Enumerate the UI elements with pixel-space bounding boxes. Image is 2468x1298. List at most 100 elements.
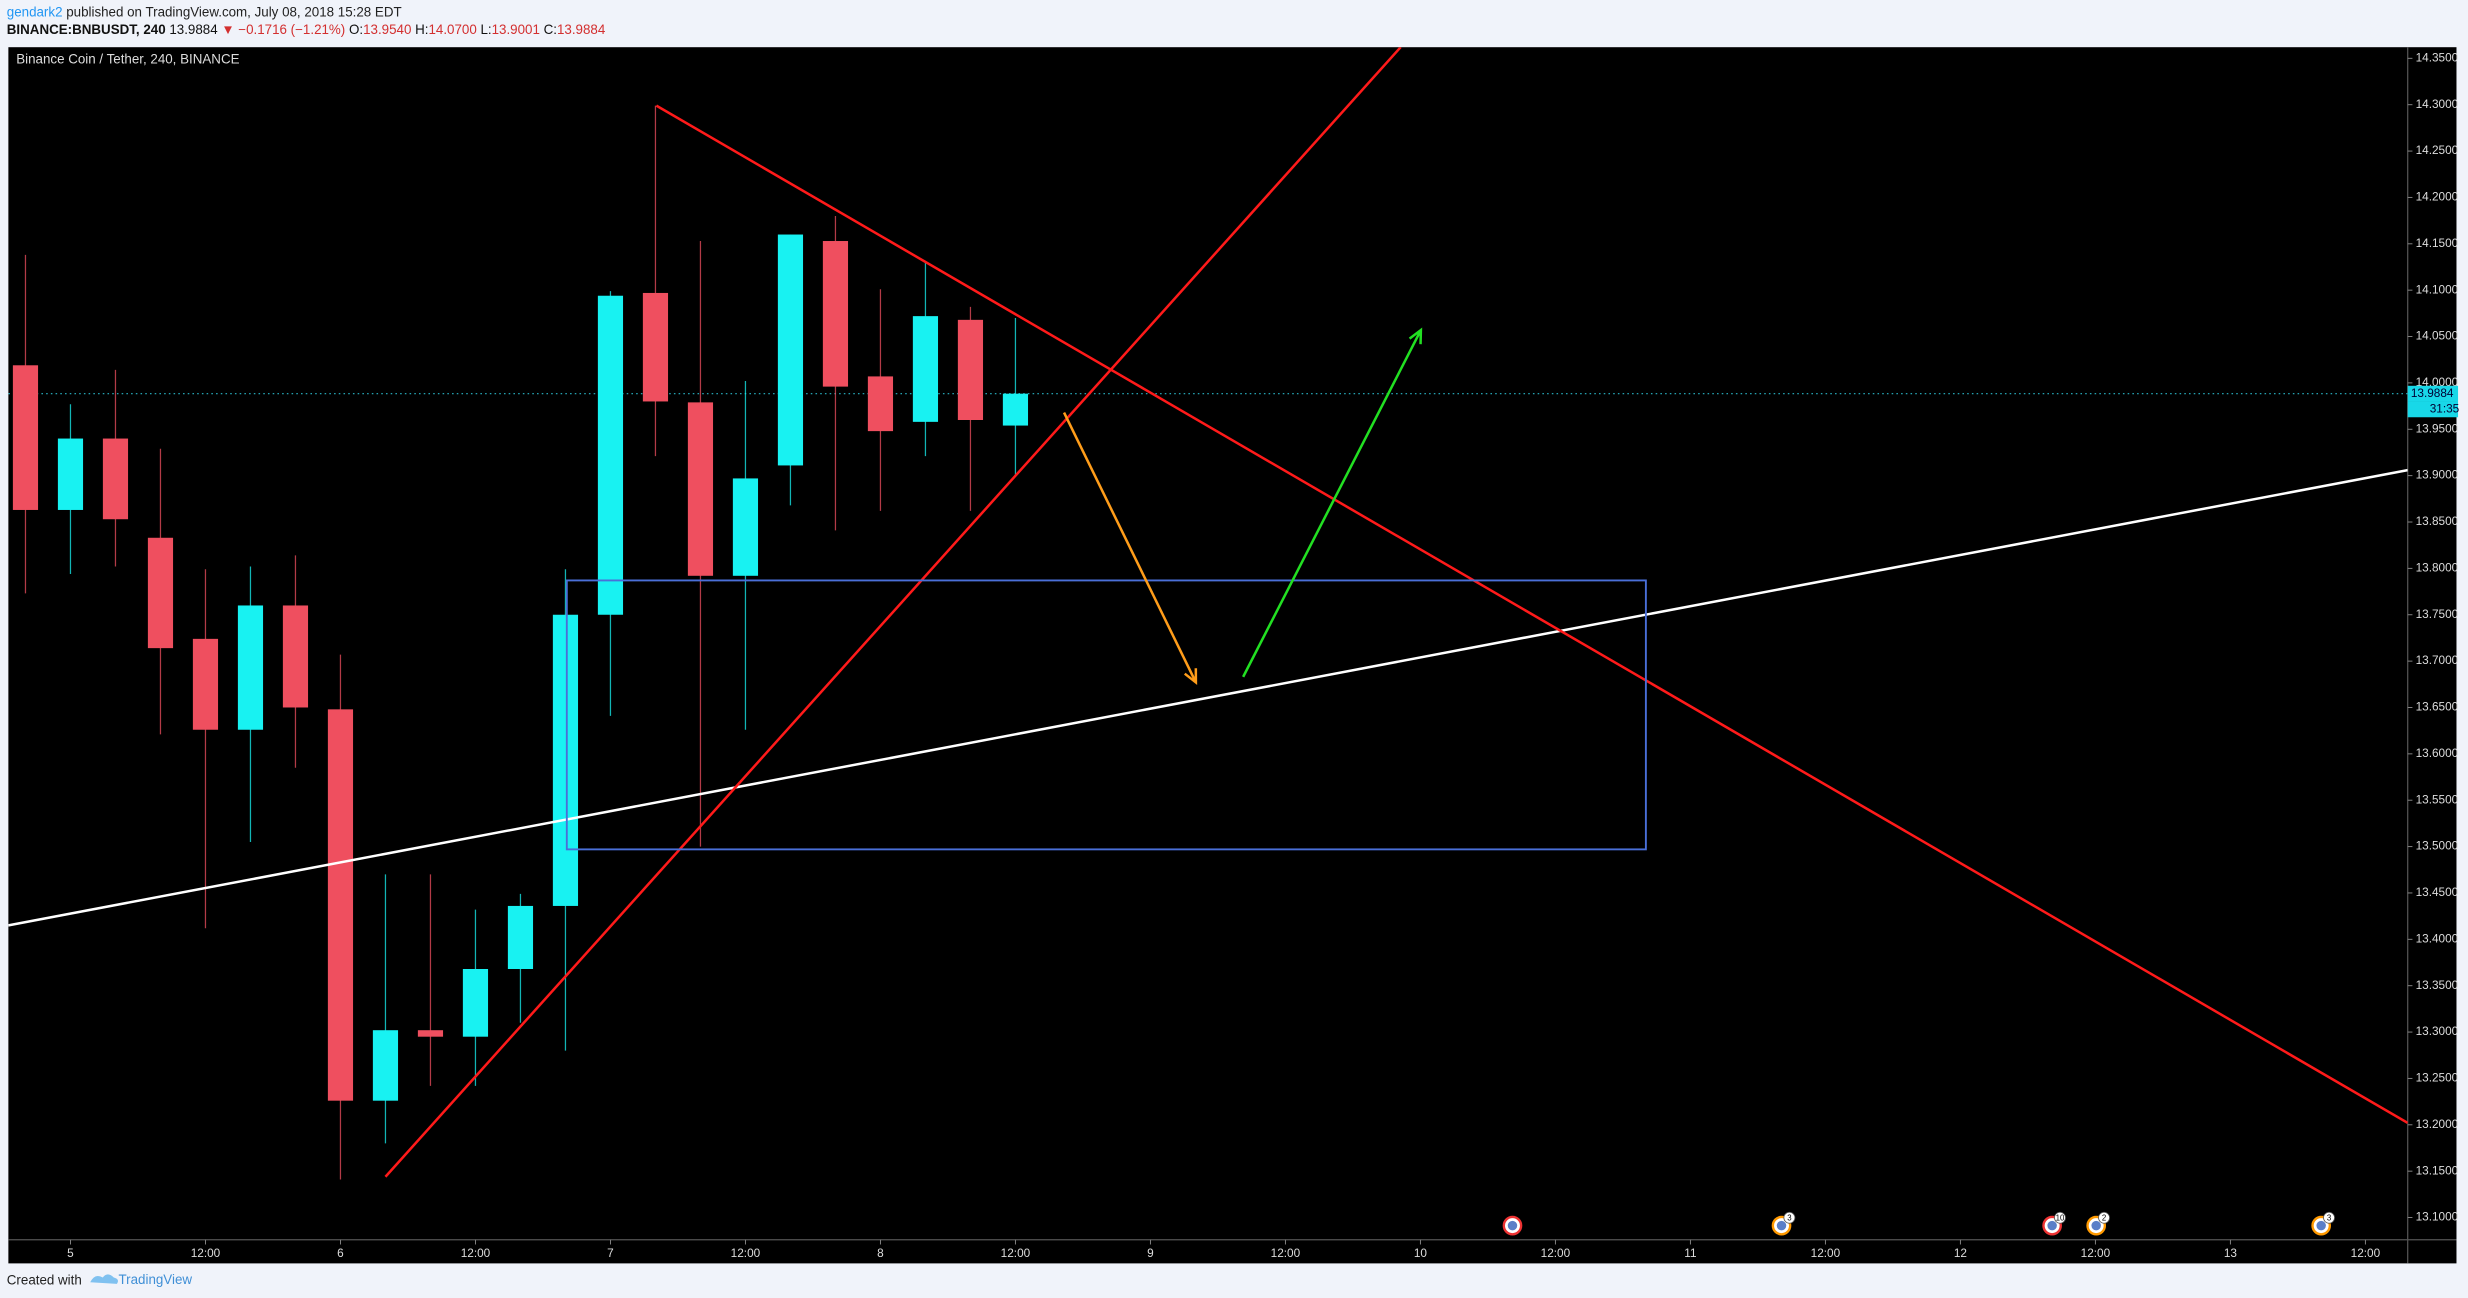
x-tick-label: 12:00 bbox=[731, 1246, 761, 1260]
event-flag bbox=[2091, 1220, 2101, 1231]
created: Created with bbox=[7, 1272, 82, 1287]
x-tick-label: 12:00 bbox=[1271, 1246, 1301, 1260]
candle-body bbox=[462, 968, 489, 1037]
ohlc-value: 14.0700 bbox=[428, 21, 476, 36]
candle-body bbox=[147, 537, 174, 649]
plot-background bbox=[8, 47, 2457, 1264]
ohlc-label: H: bbox=[411, 21, 428, 36]
x-tick-label: 12 bbox=[1954, 1246, 1967, 1260]
header-line-1: gendark2 published on TradingView.com, J… bbox=[7, 4, 402, 19]
candle-body bbox=[1002, 393, 1029, 426]
published: published on TradingView.com, July 08, 2… bbox=[63, 4, 402, 19]
event-flag bbox=[1507, 1220, 1518, 1231]
trend-line bbox=[655, 104, 2408, 1125]
candle-body bbox=[822, 241, 849, 387]
y-tick-label: 13.3500 bbox=[2416, 978, 2459, 992]
candle-body bbox=[102, 438, 129, 520]
arrow bbox=[1062, 412, 1198, 683]
y-tick-label: 13.1000 bbox=[2416, 1210, 2459, 1224]
candle-body bbox=[732, 478, 759, 576]
x-tick-label: 7 bbox=[607, 1246, 614, 1260]
footer: Created with bbox=[7, 1272, 82, 1287]
x-tick-label: 12:00 bbox=[1001, 1246, 1031, 1260]
candle-body bbox=[507, 905, 534, 969]
x-tick-label: 12:00 bbox=[1811, 1246, 1841, 1260]
candle-body bbox=[912, 316, 939, 422]
candle-body bbox=[12, 365, 39, 510]
candle-body bbox=[372, 1030, 399, 1101]
trend-line bbox=[8, 468, 2408, 927]
y-tick-label: 13.1500 bbox=[2416, 1163, 2459, 1177]
event-badge-label: 2 bbox=[2102, 1214, 2106, 1223]
y-tick-label: 14.3500 bbox=[2416, 50, 2459, 64]
arrow-head bbox=[1183, 668, 1198, 686]
x-tick-label: 5 bbox=[67, 1246, 74, 1260]
y-tick-label: 13.7500 bbox=[2416, 607, 2459, 621]
ohlc-value: 13.9540 bbox=[363, 21, 411, 36]
y-tick-label: 13.9500 bbox=[2416, 421, 2459, 435]
candle-body bbox=[552, 614, 579, 906]
logo bbox=[90, 1274, 118, 1284]
y-tick-label: 14.1000 bbox=[2416, 282, 2459, 296]
y-tick-label: 14.0500 bbox=[2416, 329, 2459, 343]
y-tick-label: 13.8000 bbox=[2416, 560, 2459, 574]
x-tick-label: 8 bbox=[877, 1246, 884, 1260]
event-badge-label: 10 bbox=[2056, 1214, 2065, 1223]
y-tick-label: 13.6500 bbox=[2416, 700, 2459, 714]
x-tick-label: 9 bbox=[1147, 1246, 1154, 1260]
event-flag bbox=[2047, 1220, 2057, 1231]
y-tick-label: 14.2500 bbox=[2416, 143, 2459, 157]
last: 13.9884 bbox=[166, 21, 222, 36]
plot-area bbox=[8, 47, 2408, 1180]
x-tick-label: 12:00 bbox=[2081, 1246, 2111, 1260]
event-flag bbox=[1776, 1220, 1787, 1231]
x-tick-label: 12:00 bbox=[461, 1246, 491, 1260]
candle-body bbox=[57, 438, 84, 510]
brand[interactable]: TradingView bbox=[119, 1272, 193, 1287]
event-badge bbox=[2323, 1211, 2335, 1224]
countdown-box bbox=[2407, 401, 2459, 418]
ohlc-value: 13.9001 bbox=[492, 21, 540, 36]
x-tick-label: 12:00 bbox=[1541, 1246, 1571, 1260]
y-tick-label: 13.6000 bbox=[2416, 746, 2459, 760]
candle-body bbox=[417, 1030, 444, 1037]
y-tick-label: 13.8500 bbox=[2416, 514, 2459, 528]
last-price-box bbox=[2407, 385, 2459, 402]
candle-body bbox=[282, 605, 309, 708]
x-tick-label: 12:00 bbox=[191, 1246, 221, 1260]
y-tick-label: 13.5500 bbox=[2416, 792, 2459, 806]
y-tick-label: 14.3000 bbox=[2416, 97, 2459, 111]
y-tick-label: 13.5000 bbox=[2416, 839, 2459, 853]
candle-body bbox=[867, 376, 894, 432]
event-badge bbox=[2098, 1211, 2110, 1224]
y-tick-label: 13.9000 bbox=[2416, 468, 2459, 482]
candle-body bbox=[642, 292, 669, 402]
candle-body bbox=[192, 638, 219, 730]
x-tick-label: 6 bbox=[337, 1246, 344, 1260]
symbol: BINANCE:BNBUSDT, 240 bbox=[7, 21, 166, 36]
candle-body bbox=[237, 605, 264, 730]
change: ▼ −0.1716 (−1.21%) bbox=[221, 21, 345, 36]
y-tick-label: 14.0000 bbox=[2416, 375, 2459, 389]
y-tick-label: 13.4500 bbox=[2416, 885, 2459, 899]
x-tick-label: 10 bbox=[1414, 1246, 1428, 1260]
y-tick-label: 14.1500 bbox=[2416, 236, 2459, 250]
candle-body bbox=[687, 402, 714, 576]
ohlc-label: O: bbox=[345, 21, 363, 36]
event-badge bbox=[1783, 1211, 1796, 1224]
arrow bbox=[1242, 329, 1423, 678]
chart-title: Binance Coin / Tether, 240, BINANCE bbox=[16, 51, 239, 66]
author[interactable]: gendark2 bbox=[7, 4, 63, 19]
candle-body bbox=[777, 234, 804, 466]
trend-line bbox=[384, 47, 1402, 1178]
y-tick-label: 13.3000 bbox=[2416, 1024, 2459, 1038]
event-flag bbox=[2316, 1220, 2326, 1231]
candle-body bbox=[597, 295, 624, 615]
y-tick-label: 13.2500 bbox=[2416, 1071, 2459, 1085]
x-tick-label: 12:00 bbox=[2351, 1246, 2381, 1260]
arrow-head bbox=[1408, 327, 1423, 345]
y-tick-label: 14.2000 bbox=[2416, 190, 2459, 204]
header-line-2: BINANCE:BNBUSDT, 240 13.9884 ▼ −0.1716 (… bbox=[7, 21, 606, 36]
